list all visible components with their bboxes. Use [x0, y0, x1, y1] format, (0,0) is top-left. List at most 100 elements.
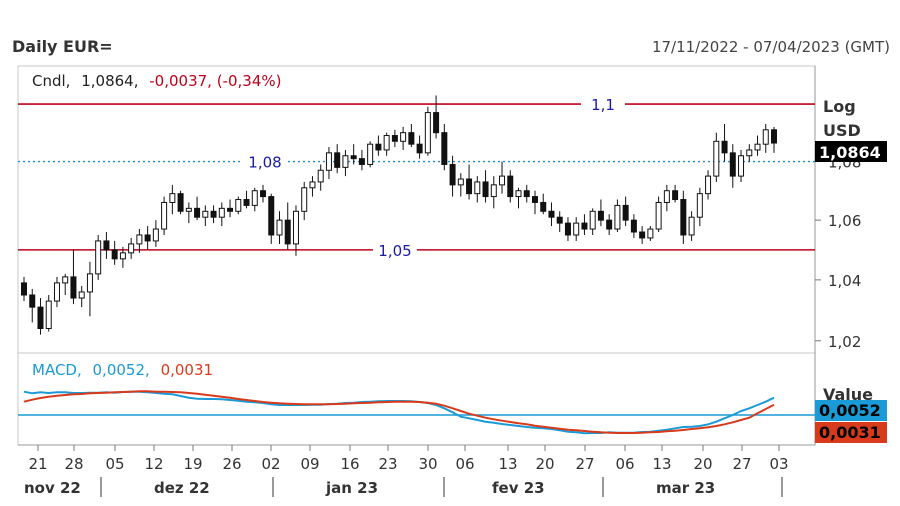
candle-body: [383, 135, 390, 151]
month-label: nov 22: [24, 479, 81, 497]
candle-body: [655, 201, 662, 230]
candle-body: [243, 199, 250, 206]
hline-label-bg-0: [581, 94, 625, 115]
candle-body: [573, 222, 580, 236]
y-tick-label: 1,02: [828, 333, 861, 351]
candle-body: [86, 273, 93, 293]
candle-body: [62, 276, 69, 284]
macd-series: [18, 390, 815, 435]
signal-badge-bg: [815, 422, 887, 443]
candle-body: [482, 181, 489, 198]
candle-body: [177, 193, 184, 212]
candle-body: [441, 132, 448, 165]
candle-body: [540, 201, 547, 212]
macd-badge: 0,0052: [819, 401, 881, 420]
macd-legend-value: 0,0052,: [93, 361, 150, 379]
candle-body: [705, 175, 712, 195]
candle-body: [218, 207, 225, 218]
candle-body: [581, 222, 588, 230]
month-label: dez 22: [154, 479, 210, 497]
candle-body: [70, 276, 77, 299]
x-tick-label: 03: [769, 455, 788, 473]
candle-body: [111, 249, 118, 260]
candle-body: [235, 199, 242, 212]
x-tick-label: 02: [261, 455, 280, 473]
candle-body: [672, 190, 679, 201]
x-tick-label: 13: [652, 455, 671, 473]
candle-body: [95, 240, 102, 275]
x-tick-label: 26: [222, 455, 241, 473]
candle-body: [309, 181, 316, 189]
month-label: mar 23: [656, 479, 715, 497]
x-tick-label: 13: [498, 455, 517, 473]
candle-body: [754, 143, 761, 151]
candle-body: [589, 210, 596, 230]
month-label: jan 23: [325, 479, 378, 497]
candle-body: [490, 184, 497, 198]
candle-body: [342, 155, 349, 168]
hline-label-bg-1: [243, 151, 287, 172]
candle-body: [284, 219, 291, 245]
candle-body: [729, 152, 736, 177]
macd-line: [23, 390, 775, 435]
candle-body: [507, 175, 514, 198]
x-tick-label: 06: [455, 455, 474, 473]
x-tick-label: 20: [535, 455, 554, 473]
candle-body: [334, 152, 341, 168]
macd-badge-bg: [815, 400, 887, 421]
candle-body: [564, 222, 571, 236]
price-legend: Cndl, 1,0864, -0,0037, (-0,34%): [32, 72, 281, 90]
candle-body: [301, 187, 308, 212]
value-label: Value: [823, 385, 873, 404]
legend-last: 1,0864,: [81, 72, 138, 90]
usd-label: USD: [823, 121, 861, 140]
candle-body: [771, 129, 777, 144]
candle-body: [136, 234, 143, 245]
candle-body: [152, 228, 159, 242]
candle-body: [358, 158, 365, 165]
candle-body: [202, 210, 209, 218]
candle-body: [21, 282, 27, 296]
candle-body: [37, 306, 44, 329]
candle-body: [268, 196, 275, 236]
candle-body: [260, 190, 267, 198]
x-tick-label: 16: [340, 455, 359, 473]
candle-body: [400, 132, 407, 142]
price-y-axis: 1,081,061,041,02: [815, 154, 861, 351]
x-tick-label: 12: [144, 455, 163, 473]
candle-body: [680, 199, 687, 236]
candle-body: [762, 129, 769, 145]
y-tick-label: 1,06: [828, 212, 861, 230]
last-price-badge-bg: [815, 141, 887, 162]
y-tick-label: 1,04: [828, 272, 861, 290]
candle-body: [78, 291, 85, 299]
candle-body: [391, 135, 398, 142]
candle-body: [531, 196, 538, 203]
candle-body: [721, 140, 728, 154]
candlestick-series: [21, 95, 777, 335]
candle-body: [457, 178, 464, 186]
macd-legend-name: MACD,: [32, 361, 82, 379]
candle-body: [622, 204, 629, 221]
candle-body: [194, 207, 201, 218]
candle-body: [597, 210, 604, 221]
candle-body: [185, 207, 192, 212]
candle-body: [367, 143, 374, 165]
x-tick-label: 27: [575, 455, 594, 473]
candle-body: [375, 143, 382, 151]
hline-label-1: 1,08: [248, 154, 281, 172]
candle-body: [119, 252, 126, 260]
candle-body: [614, 204, 621, 230]
candle-body: [276, 219, 283, 236]
candle-body: [45, 300, 52, 329]
candle-body: [350, 155, 357, 160]
candle-body: [738, 155, 745, 177]
x-tick-label: 21: [28, 455, 47, 473]
date-range: 17/11/2022 - 07/04/2023 (GMT): [652, 38, 890, 56]
candle-body: [688, 216, 695, 236]
x-tick-label: 06: [615, 455, 634, 473]
log-label: Log: [823, 97, 856, 116]
candle-body: [515, 190, 522, 198]
candle-body: [630, 219, 637, 233]
